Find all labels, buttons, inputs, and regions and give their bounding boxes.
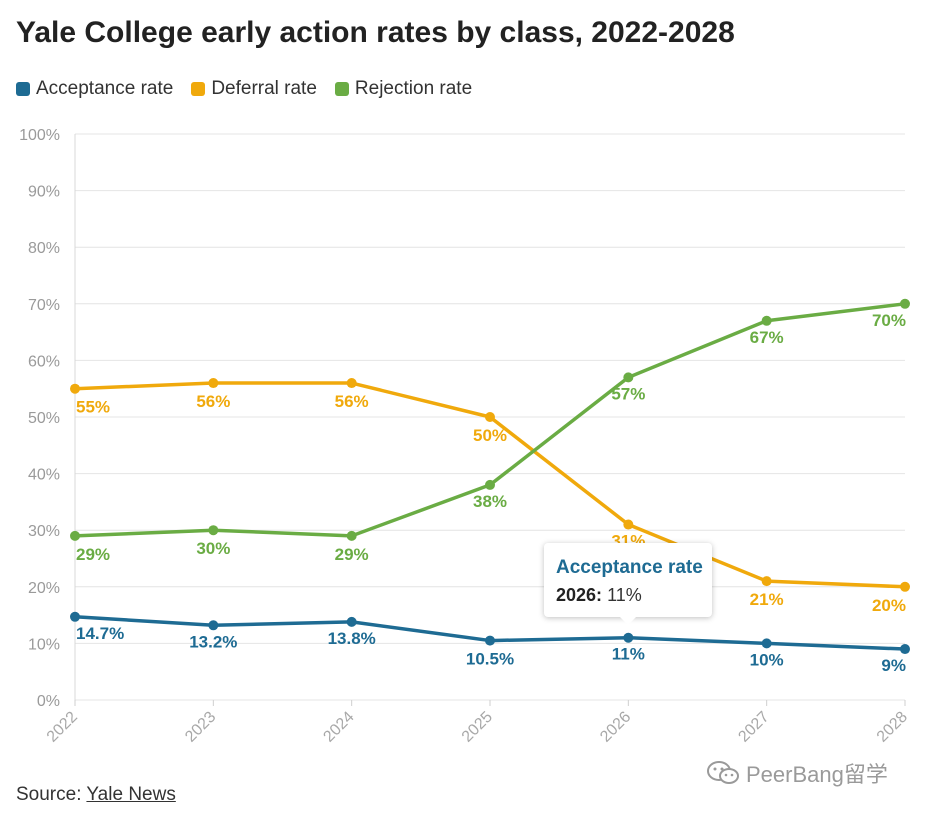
- data-point: [900, 298, 910, 309]
- y-tick-label: 70%: [28, 297, 60, 314]
- watermark-text: PeerBang留学: [746, 762, 888, 787]
- legend-item-acceptance[interactable]: Acceptance rate: [16, 78, 173, 100]
- data-point: [70, 611, 80, 622]
- data-label: 21%: [750, 590, 784, 609]
- data-label: 56%: [335, 392, 369, 411]
- data-point: [900, 581, 910, 592]
- tooltip-title: Acceptance rate: [556, 557, 703, 578]
- data-label: 29%: [335, 545, 369, 564]
- x-tick-label: 2024: [320, 708, 357, 745]
- tooltip-year: 2026:: [556, 585, 603, 605]
- x-tick-label: 2023: [182, 708, 219, 745]
- data-point: [485, 479, 495, 490]
- wechat-icon: [707, 761, 739, 784]
- y-tick-label: 10%: [28, 636, 60, 653]
- y-tick-label: 90%: [28, 184, 60, 201]
- data-label: 10.5%: [466, 650, 514, 669]
- data-label: 38%: [473, 492, 507, 511]
- data-label: 55%: [76, 398, 110, 417]
- y-tick-label: 100%: [19, 127, 60, 144]
- legend-label-rejection: Rejection rate: [354, 78, 473, 99]
- y-tick-label: 60%: [28, 353, 60, 370]
- watermark: PeerBang留学: [706, 757, 888, 789]
- data-point: [346, 616, 357, 627]
- chart-title: Yale College early action rates by class…: [16, 16, 735, 49]
- data-point: [346, 530, 357, 541]
- data-point: [346, 378, 357, 389]
- y-tick-label: 20%: [28, 580, 60, 597]
- data-label: 70%: [872, 311, 906, 330]
- x-tick-label: 2027: [735, 708, 772, 745]
- data-label: 30%: [196, 539, 230, 558]
- data-point: [761, 315, 772, 326]
- source-line: Source: Yale News: [16, 784, 176, 806]
- data-label: 57%: [611, 384, 645, 403]
- data-point: [623, 372, 634, 383]
- data-label: 10%: [750, 650, 784, 669]
- data-point: [208, 620, 219, 631]
- data-point: [208, 378, 219, 389]
- data-point: [900, 644, 910, 655]
- data-point: [208, 525, 219, 536]
- data-point: [623, 632, 634, 643]
- source-link[interactable]: Yale News: [86, 784, 176, 805]
- data-point: [485, 412, 495, 422]
- data-point: [761, 576, 772, 587]
- legend-swatch-deferral: [191, 82, 206, 96]
- data-label: 20%: [872, 596, 906, 615]
- legend-swatch-acceptance: [16, 82, 30, 96]
- legend-item-deferral[interactable]: Deferral rate: [191, 78, 317, 100]
- tooltip-arrow: [620, 617, 636, 625]
- y-tick-label: 0%: [37, 693, 60, 710]
- x-tick-label: 2028: [874, 708, 911, 745]
- data-point: [485, 635, 495, 646]
- data-label: 11%: [612, 645, 645, 664]
- tooltip: Acceptance rate 2026: 11%: [544, 543, 712, 625]
- data-label: 29%: [76, 545, 110, 564]
- data-point: [70, 383, 80, 394]
- tooltip-body: 2026: 11%: [556, 585, 642, 606]
- data-label: 13.8%: [328, 629, 376, 648]
- data-point: [623, 519, 634, 530]
- data-label: 50%: [473, 426, 507, 445]
- y-tick-label: 40%: [28, 467, 60, 484]
- data-label: 13.2%: [189, 632, 237, 651]
- data-label: 67%: [750, 328, 784, 347]
- legend-label-deferral: Deferral rate: [211, 78, 317, 99]
- data-label: 14.7%: [76, 624, 124, 643]
- data-point: [70, 530, 80, 541]
- legend-item-rejection[interactable]: Rejection rate: [334, 78, 473, 100]
- x-tick-label: 2026: [597, 708, 634, 745]
- data-point: [761, 638, 772, 649]
- x-tick-label: 2022: [44, 708, 81, 745]
- y-tick-label: 50%: [28, 410, 60, 427]
- data-label: 56%: [196, 392, 230, 411]
- source-prefix: Source:: [16, 784, 82, 805]
- legend-label-acceptance: Acceptance rate: [36, 78, 174, 99]
- legend: Acceptance rate Deferral rate Rejection …: [16, 78, 472, 100]
- y-tick-label: 30%: [28, 523, 60, 540]
- tooltip-value: 11%: [607, 585, 642, 605]
- y-tick-label: 80%: [28, 240, 60, 257]
- legend-swatch-rejection: [334, 82, 349, 96]
- data-label: 9%: [881, 656, 906, 675]
- x-tick-label: 2025: [459, 708, 496, 745]
